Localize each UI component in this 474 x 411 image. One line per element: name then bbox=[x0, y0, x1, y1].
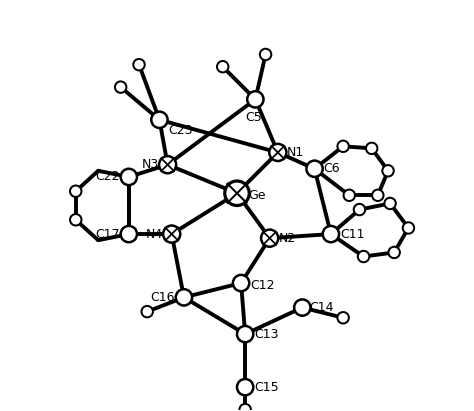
Circle shape bbox=[217, 61, 228, 72]
Text: N4: N4 bbox=[146, 228, 163, 240]
Circle shape bbox=[372, 189, 383, 201]
Circle shape bbox=[163, 226, 180, 242]
Circle shape bbox=[176, 289, 192, 305]
Circle shape bbox=[358, 251, 369, 262]
Text: N1: N1 bbox=[287, 146, 304, 159]
Text: C5: C5 bbox=[245, 111, 262, 124]
Circle shape bbox=[337, 312, 349, 323]
Text: C15: C15 bbox=[254, 381, 279, 394]
Text: C16: C16 bbox=[150, 291, 175, 304]
Circle shape bbox=[247, 91, 264, 108]
Circle shape bbox=[133, 59, 145, 70]
Circle shape bbox=[141, 306, 153, 317]
Text: C17: C17 bbox=[95, 228, 120, 240]
Text: C12: C12 bbox=[250, 279, 274, 291]
Circle shape bbox=[121, 226, 137, 242]
Circle shape bbox=[159, 156, 176, 173]
Circle shape bbox=[225, 181, 249, 206]
Text: C23: C23 bbox=[168, 124, 193, 137]
Text: C13: C13 bbox=[254, 328, 279, 341]
Text: C11: C11 bbox=[340, 228, 365, 240]
Circle shape bbox=[70, 214, 82, 226]
Circle shape bbox=[269, 144, 286, 161]
Circle shape bbox=[337, 141, 349, 152]
Circle shape bbox=[344, 189, 355, 201]
Circle shape bbox=[354, 204, 365, 215]
Circle shape bbox=[389, 247, 400, 258]
Text: C14: C14 bbox=[310, 301, 334, 314]
Circle shape bbox=[151, 112, 168, 128]
Text: C22: C22 bbox=[95, 171, 120, 183]
Circle shape bbox=[237, 326, 253, 342]
Circle shape bbox=[366, 143, 377, 154]
Text: Ge: Ge bbox=[248, 189, 266, 202]
Circle shape bbox=[261, 230, 278, 247]
Circle shape bbox=[294, 299, 310, 316]
Circle shape bbox=[323, 226, 339, 242]
Circle shape bbox=[121, 169, 137, 185]
Circle shape bbox=[239, 404, 251, 411]
Circle shape bbox=[115, 81, 127, 93]
Circle shape bbox=[233, 275, 249, 291]
Circle shape bbox=[383, 165, 394, 176]
Text: N2: N2 bbox=[279, 232, 296, 245]
Circle shape bbox=[237, 379, 253, 395]
Circle shape bbox=[403, 222, 414, 234]
Circle shape bbox=[306, 161, 323, 177]
Text: C6: C6 bbox=[324, 162, 340, 175]
Circle shape bbox=[260, 49, 271, 60]
Circle shape bbox=[70, 185, 82, 197]
Text: N3: N3 bbox=[141, 158, 159, 171]
Circle shape bbox=[384, 198, 396, 209]
